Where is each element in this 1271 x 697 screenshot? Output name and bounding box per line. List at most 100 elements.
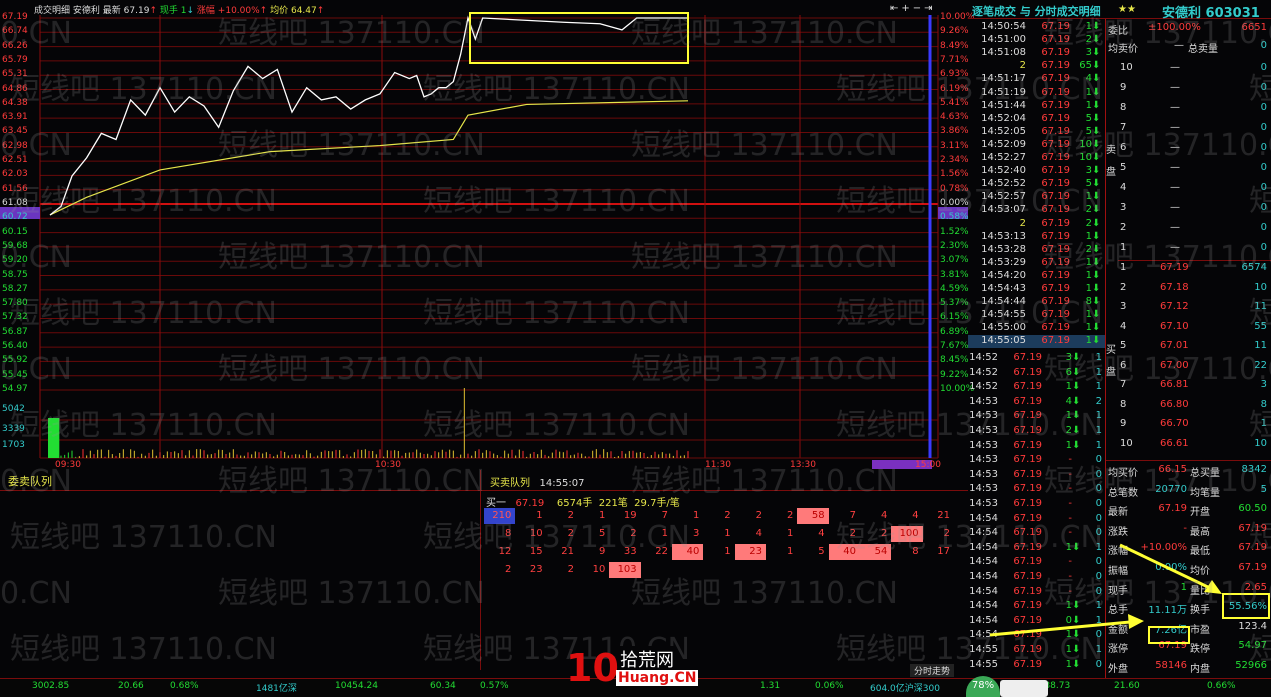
stat-value: 58146: [1155, 660, 1187, 671]
queue-order: 22: [641, 544, 672, 560]
level-price: 67.10: [1160, 321, 1189, 332]
total-sell-label: 总卖量: [1188, 40, 1218, 55]
tick-row[interactable]: 2 67.19 2 ⬇: [968, 218, 1105, 231]
network-widget[interactable]: [1000, 680, 1048, 697]
tick-price: 67.19: [1026, 100, 1070, 113]
tick-row[interactable]: 14:50:54 67.19 1 ⬇: [968, 21, 1105, 34]
price-tick: 55.92: [2, 355, 38, 365]
queue-order: 2: [829, 526, 860, 542]
buy-queue-row: 210 1 2 1 19 7 1 2 2 2 58 7 4 4 21: [484, 508, 954, 524]
tick-volume: 1: [1070, 257, 1092, 270]
tick-row[interactable]: 14:54:44 67.19 8 ⬇: [968, 296, 1105, 309]
level-price: 67.12: [1160, 301, 1189, 312]
tick-row[interactable]: 14:51:19 67.19 1 ⬇: [968, 87, 1105, 100]
tick-volume: -: [1042, 469, 1072, 482]
tick-time: 14:54:55: [968, 309, 1026, 322]
percent-tick: 10.00%: [940, 12, 970, 22]
tick-price: 67.19: [1026, 126, 1070, 139]
minute-tick-row[interactable]: 14:52 67.19 1 ⬇ 1: [968, 381, 1105, 394]
level-price: —: [1170, 182, 1180, 193]
queue-order: 2: [735, 508, 766, 524]
order-book-row: 2—0: [1108, 222, 1271, 239]
order-book-row: 2 67.18 10: [1108, 282, 1271, 299]
status-value: 3002.85: [32, 681, 69, 691]
trend-button[interactable]: 分时走势: [910, 664, 954, 677]
volume-tick: 3339: [2, 424, 38, 434]
tick-row[interactable]: 2 67.19 65 ⬇: [968, 60, 1105, 73]
stat-label: 总买量: [1190, 464, 1220, 479]
tick-row[interactable]: 14:53:28 67.19 2 ⬇: [968, 244, 1105, 257]
minute-tick-row[interactable]: 14:53 67.19 4 ⬇ 2: [968, 396, 1105, 409]
order-book-row: 1 67.19 6574: [1108, 262, 1271, 279]
tick-row[interactable]: 14:52:09 67.19 10 ⬇: [968, 139, 1105, 152]
tick-row[interactable]: 14:52:57 67.19 1 ⬇: [968, 191, 1105, 204]
order-book-row: 9 66.70 1: [1108, 418, 1271, 435]
tick-volume: 1: [1070, 87, 1092, 100]
tick-row[interactable]: 14:54:43 67.19 1 ⬇: [968, 283, 1105, 296]
minute-tick-row[interactable]: 14:53 67.19 - 0: [968, 469, 1105, 482]
level-price: —: [1170, 202, 1180, 213]
down-arrow-icon: ⬇: [1092, 100, 1102, 113]
tick-row[interactable]: 14:51:08 67.19 3 ⬇: [968, 47, 1105, 60]
tick-time: 14:54:20: [968, 270, 1026, 283]
percent-tick: 6.15%: [940, 312, 970, 322]
tick-row[interactable]: 14:53:07 67.19 2 ⬇: [968, 204, 1105, 217]
tick-row[interactable]: 14:53:29 67.19 1 ⬇: [968, 257, 1105, 270]
tick-row[interactable]: 14:52:05 67.19 5 ⬇: [968, 126, 1105, 139]
tick-row[interactable]: 14:53:13 67.19 1 ⬇: [968, 231, 1105, 244]
queue-order: 19: [609, 508, 640, 524]
tick-volume: 1: [1070, 100, 1092, 113]
tick-row[interactable]: 14:54:20 67.19 1 ⬇: [968, 270, 1105, 283]
minute-tick-row[interactable]: 14:53 67.19 2 ⬇ 1: [968, 425, 1105, 438]
down-arrow-icon: ⬇: [1072, 440, 1082, 453]
level: 3: [1120, 301, 1126, 312]
tick-row[interactable]: 14:52:04 67.19 5 ⬇: [968, 113, 1105, 126]
down-arrow-icon: ⬇: [1092, 139, 1102, 152]
tick-row[interactable]: 14:55:05 67.19 1 ⬇: [968, 335, 1105, 348]
status-value: 0.66%: [1207, 681, 1236, 691]
status-value: 0.57%: [480, 681, 509, 691]
down-arrow-icon: ⬇: [1072, 352, 1082, 365]
down-arrow-icon: ⬇: [1092, 165, 1102, 178]
down-arrow-icon: ⬇: [1092, 47, 1102, 60]
tick-price: 67.19: [1026, 73, 1070, 86]
tick-volume: 8: [1070, 296, 1092, 309]
tick-row[interactable]: 14:54:55 67.19 1 ⬇: [968, 309, 1105, 322]
status-value: 1481亿深: [256, 681, 297, 694]
tick-price: 67.19: [1026, 231, 1070, 244]
time-tick: 13:30: [790, 460, 816, 470]
queue-order: 1: [703, 544, 734, 560]
tick-row[interactable]: 14:51:00 67.19 2 ⬇: [968, 34, 1105, 47]
intraday-chart[interactable]: [0, 0, 970, 470]
tick-row[interactable]: 14:52:52 67.19 5 ⬇: [968, 178, 1105, 191]
minute-tick-row[interactable]: 14:53 67.19 - 0: [968, 454, 1105, 467]
tick-row[interactable]: 14:52:27 67.19 10 ⬇: [968, 152, 1105, 165]
tick-time: 2: [968, 60, 1026, 73]
queue-order: 1: [515, 508, 546, 524]
price-tick: 57.32: [2, 312, 38, 322]
tick-time: 14:53: [968, 483, 998, 496]
order-book-row: 6 67.00 22: [1108, 360, 1271, 377]
tick-price: 67.19: [1026, 152, 1070, 165]
minute-tick-row[interactable]: 14:52 67.19 6 ⬇ 1: [968, 367, 1105, 380]
tick-row[interactable]: 14:55:00 67.19 1 ⬇: [968, 322, 1105, 335]
minute-tick-row[interactable]: 14:53 67.19 1 ⬇ 1: [968, 410, 1105, 423]
queue-order: 15: [515, 544, 546, 560]
tick-row[interactable]: 14:51:17 67.19 4 ⬇: [968, 73, 1105, 86]
status-value: 21.60: [1114, 681, 1140, 691]
tick-row[interactable]: 14:51:44 67.19 1 ⬇: [968, 100, 1105, 113]
site-logo: 10 拾荒网 Huang.CN: [566, 646, 696, 692]
tick-price: 67.19: [1026, 191, 1070, 204]
stat-row: 总笔数 20770 均笔量 5: [1108, 484, 1271, 501]
tick-volume: 5: [1070, 126, 1092, 139]
minute-tick-row[interactable]: 14:55 67.19 1 ⬇ 0: [968, 659, 1105, 672]
level-volume: 10: [1254, 282, 1267, 293]
stat-label: 外盘: [1108, 660, 1128, 675]
minute-tick-row[interactable]: 14:53 67.19 - 0: [968, 483, 1105, 496]
queue-order: 2: [547, 526, 578, 542]
minute-tick-row[interactable]: 14:52 67.19 3 ⬇ 1: [968, 352, 1105, 365]
tick-time: 14:51:00: [968, 34, 1026, 47]
down-arrow-icon: [1072, 454, 1082, 467]
minute-tick-row[interactable]: 14:53 67.19 1 ⬇ 1: [968, 440, 1105, 453]
tick-row[interactable]: 14:52:40 67.19 3 ⬇: [968, 165, 1105, 178]
